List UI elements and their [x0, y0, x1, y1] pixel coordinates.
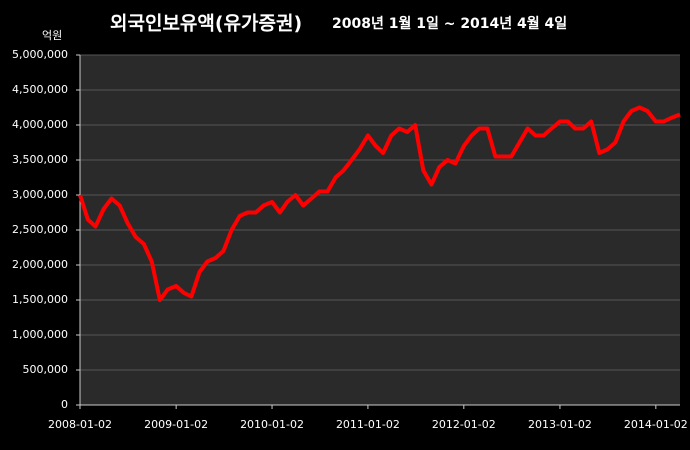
- x-tick-label: 2008-01-02: [48, 418, 112, 431]
- y-tick-label: 2,000,000: [12, 258, 68, 271]
- chart-title: 외국인보유액(유가증권): [110, 13, 302, 35]
- y-tick-label: 4,000,000: [12, 118, 68, 131]
- y-unit: 억원: [42, 29, 62, 42]
- y-tick-label: 500,000: [23, 363, 69, 376]
- x-tick-label: 2009-01-02: [144, 418, 208, 431]
- x-tick-label: 2010-01-02: [240, 418, 304, 431]
- y-tick-label: 0: [61, 398, 68, 411]
- x-tick-label: 2014-01-02: [624, 418, 688, 431]
- y-tick-label: 3,500,000: [12, 153, 68, 166]
- y-tick-label: 5,000,000: [12, 48, 68, 61]
- x-tick-label: 2012-01-02: [432, 418, 496, 431]
- y-tick-label: 2,500,000: [12, 223, 68, 236]
- chart-subtitle: 2008년 1월 1일 ~ 2014년 4월 4일: [332, 15, 567, 32]
- y-tick-label: 3,000,000: [12, 188, 68, 201]
- data-line: [78, 105, 681, 302]
- y-tick-label: 1,500,000: [12, 293, 68, 306]
- x-tick-label: 2013-01-02: [528, 418, 592, 431]
- x-tick-label: 2011-01-02: [336, 418, 400, 431]
- y-tick-label: 1,000,000: [12, 328, 68, 341]
- y-tick-label: 4,500,000: [12, 83, 68, 96]
